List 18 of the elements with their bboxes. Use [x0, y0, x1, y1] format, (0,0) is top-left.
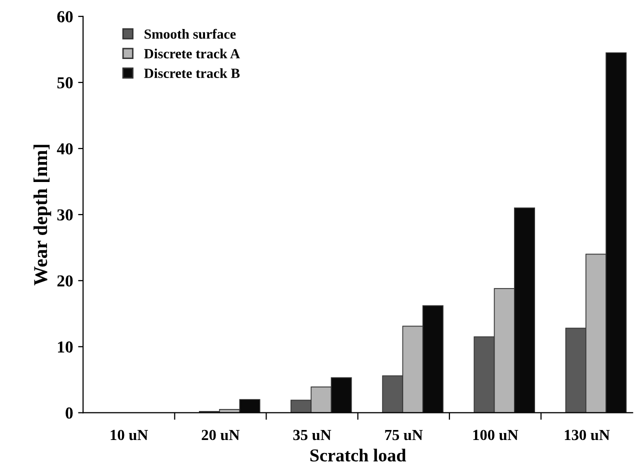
y-tick-label: 10 [58, 341, 73, 353]
legend-label: Smooth surface [144, 28, 236, 39]
x-axis-title: Scratch load [310, 448, 406, 462]
y-tick-label: 50 [57, 77, 73, 88]
x-tick-label: 75 uN [385, 430, 423, 440]
legend-label: Discrete track B [144, 68, 240, 78]
y-tick-label: 30 [57, 209, 73, 221]
y-tick-label: 20 [57, 275, 73, 287]
y-tick-label: 60 [57, 11, 73, 22]
x-tick-label: 130 uN [564, 430, 610, 440]
x-tick-label: 20 uN [202, 430, 240, 440]
legend-label: Discrete track A [144, 48, 240, 58]
x-tick-label: 10 uN [110, 430, 148, 440]
x-tick-label: 35 uN [293, 430, 332, 440]
y-tick-label: 0 [66, 407, 73, 419]
y-tick-label: 40 [56, 143, 73, 154]
y-axis-title: Wear depth [nm] [33, 144, 52, 286]
x-tick-label: 100 uN [473, 430, 518, 440]
